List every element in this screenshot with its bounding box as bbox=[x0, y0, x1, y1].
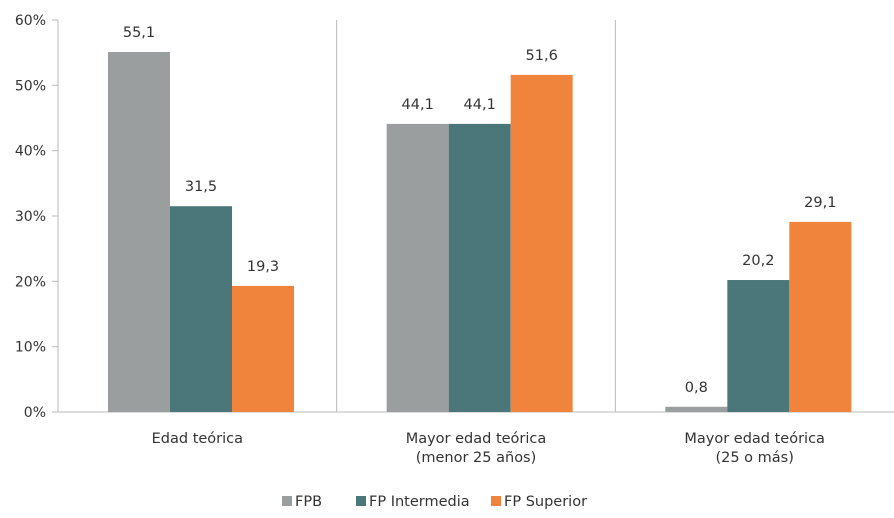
bar-fp-intermedia bbox=[170, 206, 232, 412]
bar-fpb bbox=[665, 406, 728, 412]
category-label-line: Mayor edad teórica bbox=[684, 431, 825, 447]
y-tick-label: 30% bbox=[15, 209, 46, 225]
data-label: 55,1 bbox=[123, 25, 155, 41]
category-label-line: Mayor edad teórica bbox=[406, 431, 547, 447]
bar-fp-superior bbox=[510, 74, 573, 412]
y-tick-label: 20% bbox=[15, 274, 46, 290]
legend-swatch-fp-superior bbox=[491, 496, 501, 506]
category-label: Mayor edad teórica (25 o más) bbox=[684, 431, 825, 466]
category-label: Edad teórica bbox=[152, 431, 243, 447]
category-label-line: (menor 25 años) bbox=[416, 450, 537, 466]
y-tick-label: 0% bbox=[24, 405, 46, 421]
data-label: 0,8 bbox=[685, 380, 708, 396]
legend-swatch-fp-intermedia bbox=[356, 496, 366, 506]
data-label: 31,5 bbox=[185, 179, 217, 195]
bar-fp-superior bbox=[789, 221, 852, 412]
bar-fp-intermedia bbox=[448, 123, 511, 412]
bar-fp-intermedia bbox=[727, 280, 790, 412]
data-label: 19,3 bbox=[247, 259, 279, 275]
data-label: 44,1 bbox=[464, 97, 496, 113]
bar-fpb bbox=[108, 52, 170, 412]
bar-fpb bbox=[386, 123, 449, 412]
legend-label: FP Intermedia bbox=[369, 494, 470, 510]
legend-label: FP Superior bbox=[504, 494, 587, 510]
legend-swatch-fpb bbox=[282, 496, 292, 506]
data-label: 29,1 bbox=[804, 195, 836, 211]
bar-fp-superior bbox=[232, 285, 294, 412]
category-label: Mayor edad teórica (menor 25 años) bbox=[406, 431, 547, 466]
y-tick-label: 50% bbox=[15, 78, 46, 94]
category-label-line: (25 o más) bbox=[715, 450, 793, 466]
legend-label: FPB bbox=[295, 494, 322, 510]
data-label: 44,1 bbox=[402, 97, 434, 113]
data-label: 20,2 bbox=[742, 253, 774, 269]
data-label: 51,6 bbox=[526, 48, 558, 64]
y-tick-label: 10% bbox=[15, 340, 46, 356]
category-label-line: Edad teórica bbox=[152, 431, 243, 447]
y-tick-label: 60% bbox=[15, 13, 46, 29]
y-tick-label: 40% bbox=[15, 144, 46, 160]
